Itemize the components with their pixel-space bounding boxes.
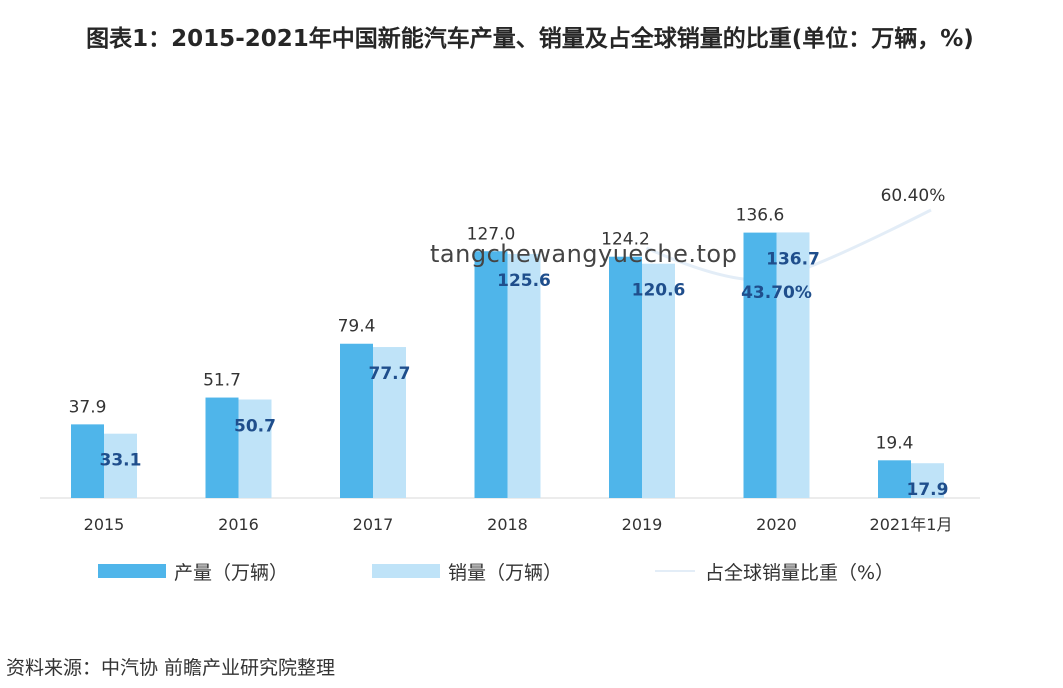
legend-item-production: 产量（万辆）	[98, 556, 288, 586]
x-tick-label-4: 2019	[622, 515, 663, 534]
bar-production-5	[743, 232, 777, 498]
label-production-1: 51.7	[203, 371, 241, 391]
bar-production-6	[878, 460, 911, 498]
source-note: 资料来源：中汽协 前瞻产业研究院整理	[6, 657, 336, 679]
chart-title: 图表1：2015-2021年中国新能汽车产量、销量及占全球销量的比重(单位：万辆…	[86, 26, 974, 52]
legend-swatch-production	[98, 564, 166, 578]
legend-swatch-sales	[372, 564, 440, 578]
label-production-4: 124.2	[601, 230, 650, 250]
watermark-text: tangchewangyueche.top	[430, 240, 738, 268]
legend-item-sales: 销量（万辆）	[372, 556, 562, 586]
bar-sales-3	[507, 253, 541, 498]
bar-production-1	[205, 397, 239, 498]
share-label-1: 60.40%	[881, 186, 946, 206]
label-sales-0: 33.1	[100, 451, 142, 471]
legend: 产量（万辆） 销量（万辆） 占全球销量比重（%）	[0, 556, 1063, 586]
label-production-2: 79.4	[338, 317, 376, 337]
x-tick-label-1: 2016	[218, 515, 259, 534]
bar-layer	[71, 232, 944, 498]
label-production-6: 19.4	[876, 433, 914, 453]
label-sales-1: 50.7	[234, 416, 276, 436]
bar-sales-1	[238, 399, 272, 498]
label-sales-4: 120.6	[632, 281, 686, 301]
x-tick-label-2: 2017	[353, 515, 394, 534]
label-production-0: 37.9	[69, 397, 107, 417]
legend-label-production: 产量（万辆）	[174, 561, 289, 584]
label-sales-2: 77.7	[369, 364, 411, 384]
bar-production-0	[71, 424, 104, 498]
x-tick-label-5: 2020	[756, 515, 797, 534]
legend-swatch-share	[655, 570, 695, 572]
x-tick-label-3: 2018	[487, 515, 528, 534]
legend-item-share: 占全球销量比重（%）	[655, 556, 894, 586]
legend-label-sales: 销量（万辆）	[448, 561, 563, 584]
share-label-0: 43.70%	[741, 283, 812, 303]
bar-production-3	[474, 251, 508, 498]
bar-production-4	[609, 256, 642, 498]
legend-label-share: 占全球销量比重（%）	[705, 561, 895, 584]
bar-sales-5	[776, 232, 810, 498]
bar-sales-6	[911, 463, 944, 498]
label-layer: 37.9 33.1 2015 51.7 50.7 2016 79.4 77.7 2017 127.…	[69, 186, 953, 534]
label-production-5: 136.6	[736, 206, 785, 226]
x-tick-label-0: 2015	[84, 515, 125, 534]
bar-production-2	[340, 343, 373, 498]
label-sales-3: 125.6	[497, 271, 551, 291]
label-production-3: 127.0	[467, 224, 516, 244]
x-tick-label-6: 2021年1月	[870, 515, 953, 534]
bar-sales-4	[642, 263, 675, 498]
bar-sales-0	[104, 433, 137, 498]
label-sales-5: 136.7	[766, 249, 820, 269]
label-sales-6: 17.9	[907, 480, 949, 500]
bar-sales-2	[373, 347, 406, 498]
